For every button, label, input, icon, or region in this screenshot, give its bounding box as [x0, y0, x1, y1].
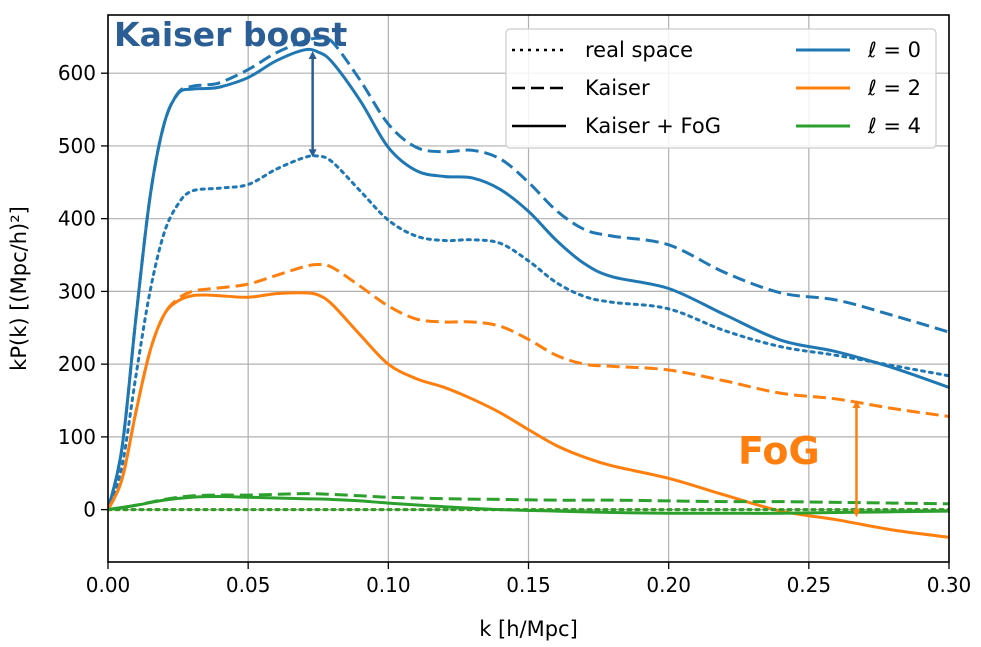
series-line-l4-kaiser-fog: [108, 495, 949, 515]
y-tick-label: 500: [58, 134, 96, 158]
legend-label-kaiser-fog: Kaiser + FoG: [585, 114, 721, 138]
annotations: [308, 51, 861, 518]
series-line-l0-real-space: [108, 154, 949, 512]
y-tick-label: 600: [58, 61, 96, 85]
x-tick-label: 0.00: [86, 573, 131, 597]
legend-label-l4: ℓ = 4: [867, 114, 921, 138]
x-tick-label: 0.25: [787, 573, 832, 597]
legend-box: [505, 28, 937, 149]
kaiser-boost-label: Kaiser boost: [114, 15, 348, 54]
y-tick-label: 300: [58, 279, 96, 303]
series-line-l0-kaiser-fog: [108, 47, 949, 510]
series-group: [108, 36, 949, 539]
y-axis-label: kP(k) [(Mpc/h)²]: [7, 206, 31, 371]
legend-label-l2: ℓ = 2: [867, 76, 921, 100]
y-tick-label: 100: [58, 425, 96, 449]
x-tick-label: 0.05: [226, 573, 271, 597]
x-tick-label: 0.30: [927, 573, 972, 597]
x-tick-label: 0.10: [366, 573, 411, 597]
x-tick-label: 0.20: [646, 573, 691, 597]
x-axis-label: k [h/Mpc]: [479, 617, 578, 641]
series-line-l0-kaiser: [108, 36, 949, 510]
y-tick-label: 0: [83, 498, 96, 522]
ticks: 0.00 0.05 0.10 0.15 0.20 0.25 0.30 0 100 200 300 40…: [58, 61, 971, 597]
series-line-l2-kaiser-fog: [108, 291, 949, 539]
y-tick-label: 200: [58, 352, 96, 376]
legend-label-l0: ℓ = 0: [867, 38, 921, 62]
fog-label: FoG: [738, 429, 820, 473]
legend: real space Kaiser Kaiser + FoG ℓ = 0 ℓ =…: [505, 28, 937, 149]
x-tick-label: 0.15: [506, 573, 551, 597]
legend-label-kaiser: Kaiser: [585, 76, 650, 100]
y-tick-label: 400: [58, 207, 96, 231]
legend-label-real-space: real space: [585, 38, 693, 62]
series-line-l4-kaiser: [108, 492, 949, 512]
